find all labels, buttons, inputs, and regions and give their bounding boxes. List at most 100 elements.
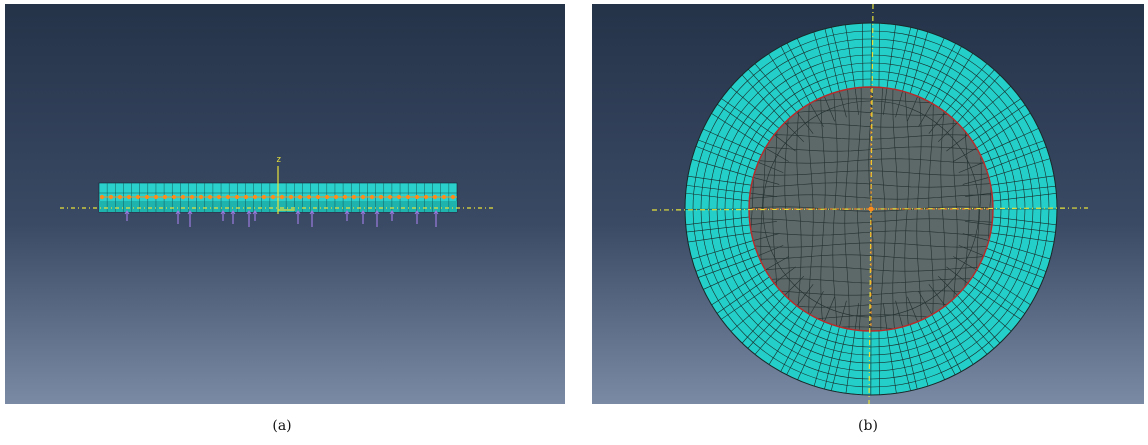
ring-mesh-radial xyxy=(988,240,1051,260)
inner-transition-line xyxy=(962,177,989,185)
inner-transition-line xyxy=(796,112,814,134)
load-arrows xyxy=(124,209,439,227)
ring-mesh-radial xyxy=(831,27,848,90)
outer-ring-mesh xyxy=(685,23,1057,395)
load-arrow-head xyxy=(344,210,350,215)
load-arrow-head xyxy=(389,210,395,215)
ring-mesh-radial xyxy=(967,283,1021,320)
ring-mesh-radial xyxy=(976,112,1031,149)
ring-mesh-radial xyxy=(972,104,1026,142)
ring-mesh-radial xyxy=(685,192,750,202)
ring-mesh-radial xyxy=(686,224,751,233)
ring-mesh-radial xyxy=(967,98,1021,135)
ring-mesh-radial xyxy=(845,24,856,89)
load-arrow-head xyxy=(230,210,236,215)
inner-transition-line xyxy=(809,291,824,315)
ring-mesh-radial xyxy=(878,330,880,395)
top-view-canvas xyxy=(592,4,1144,404)
ring-mesh-radial xyxy=(786,318,818,375)
inner-transition-line xyxy=(958,245,984,256)
ring-mesh-radial xyxy=(691,159,754,178)
ring-mesh-radial xyxy=(902,28,919,92)
load-arrow-head xyxy=(309,210,315,215)
ring-mesh-radial xyxy=(741,295,785,344)
ring-mesh-radial xyxy=(945,305,988,355)
viewport-top-view[interactable] xyxy=(592,4,1144,404)
inner-transition-line xyxy=(824,96,835,122)
inner-transition-line xyxy=(824,296,835,322)
inner-transition-line xyxy=(765,256,789,271)
inner-transition-line xyxy=(796,284,814,306)
inner-transition-line xyxy=(962,233,989,241)
inner-transition-line xyxy=(765,147,789,162)
caption-a: (a) xyxy=(272,418,292,434)
ring-mesh-radial xyxy=(992,192,1057,202)
ring-mesh-radial xyxy=(894,27,912,90)
ring-mesh-radial xyxy=(924,318,956,375)
ring-mesh-radial xyxy=(796,38,825,97)
ring-mesh-radial xyxy=(986,247,1047,272)
ring-mesh-radial xyxy=(824,28,840,92)
ring-mesh-radial xyxy=(931,46,962,104)
ring-mesh-radial xyxy=(711,113,766,149)
ring-mesh-radial xyxy=(951,69,995,118)
node-markers xyxy=(99,194,457,200)
ring-mesh-radial xyxy=(741,74,785,123)
inner-transition-line xyxy=(854,88,859,115)
inner-mesh-line xyxy=(749,254,993,260)
ring-mesh-radial xyxy=(976,269,1031,306)
inner-transition-line xyxy=(907,96,918,122)
ring-mesh-radial xyxy=(894,328,911,391)
inner-transition-line xyxy=(784,275,805,296)
load-arrow-head xyxy=(175,210,181,215)
ring-mesh-radial xyxy=(685,216,750,226)
side-view-canvas: z xyxy=(5,4,565,404)
inner-transition-line xyxy=(965,192,992,197)
ring-mesh-radial xyxy=(886,24,897,89)
inner-transition-line xyxy=(839,91,847,118)
ring-mesh-radial xyxy=(702,128,762,156)
ring-mesh-radial xyxy=(780,46,811,104)
ring-mesh-radial xyxy=(951,300,995,349)
inner-transition-line xyxy=(918,291,933,315)
caption-b: (b) xyxy=(858,418,878,434)
ring-mesh-radial xyxy=(983,255,1044,279)
inner-transition-line xyxy=(784,122,805,143)
ring-mesh-radial xyxy=(972,276,1026,314)
ring-mesh-radial xyxy=(813,324,833,387)
viewport-side-view[interactable]: z xyxy=(5,4,565,404)
ring-mesh-radial xyxy=(754,305,797,355)
inner-transition-line xyxy=(883,88,888,115)
ring-mesh-radial xyxy=(917,37,945,97)
inner-transition-line xyxy=(758,162,784,173)
load-arrow-head xyxy=(433,210,439,215)
inner-transition-line xyxy=(750,221,777,226)
ring-mesh-radial xyxy=(730,86,780,129)
ring-mesh-radial xyxy=(698,139,759,163)
inner-mesh-line xyxy=(749,242,993,248)
inner-transition-line xyxy=(918,103,933,127)
inner-transition-line xyxy=(753,177,780,185)
inner-transition-line xyxy=(750,192,777,197)
inner-transition-line xyxy=(946,134,968,152)
ring-mesh-radial xyxy=(990,175,1055,186)
ring-mesh-radial xyxy=(687,232,752,243)
load-arrow-head xyxy=(414,210,420,215)
inner-transition-line xyxy=(895,91,903,118)
inner-transition-line xyxy=(774,134,796,152)
ring-mesh-radial xyxy=(687,175,752,186)
ring-mesh-radial xyxy=(886,329,897,394)
ring-mesh-radial xyxy=(957,295,1001,344)
inner-transition-line xyxy=(953,256,977,271)
ring-mesh-radial xyxy=(980,128,1039,156)
inner-transition-line xyxy=(928,284,946,306)
ring-mesh-radial xyxy=(931,314,962,372)
ring-mesh-radial xyxy=(962,289,1012,332)
ring-mesh-radial xyxy=(991,185,1056,194)
inner-transition-line xyxy=(809,103,824,127)
ring-mesh-radial xyxy=(697,255,759,278)
inner-transition-line xyxy=(946,266,968,284)
inner-transition-line xyxy=(953,147,977,162)
load-arrow-head xyxy=(187,210,193,215)
ring-mesh-radial xyxy=(730,289,780,332)
